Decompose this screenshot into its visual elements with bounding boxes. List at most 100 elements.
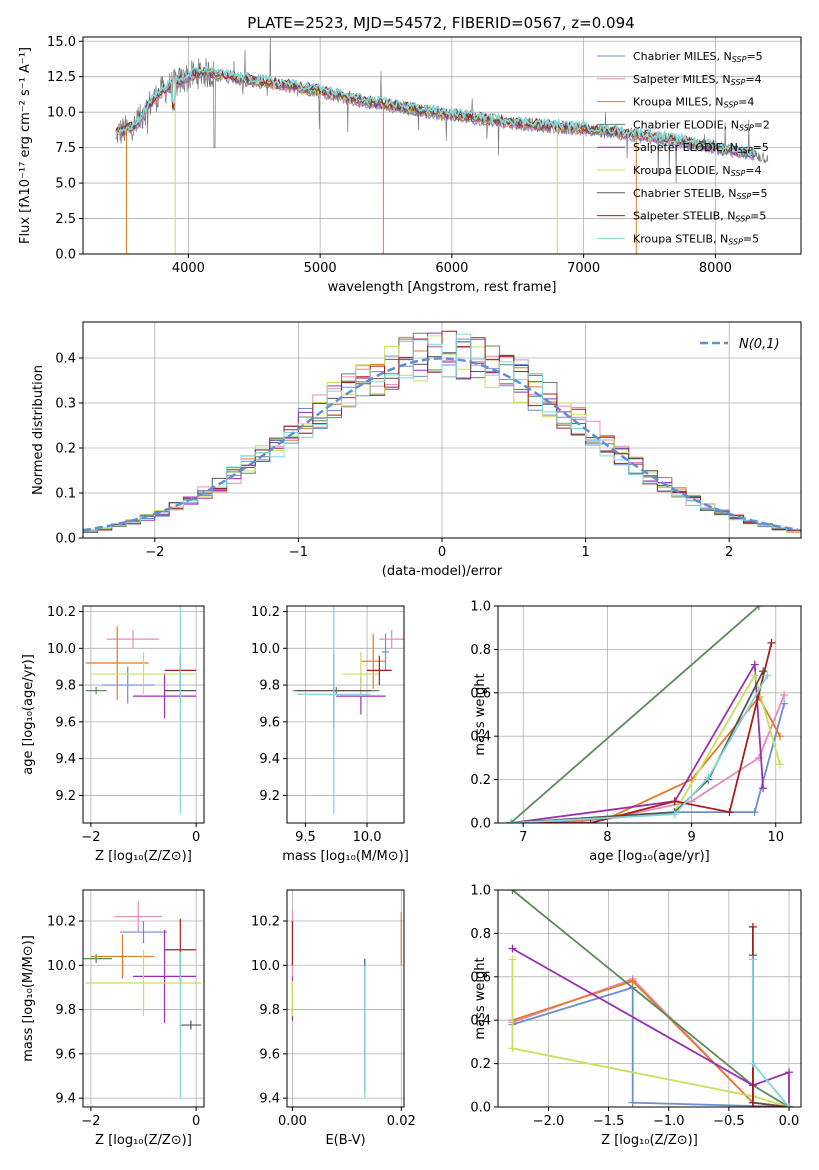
- legend-label: Kroupa MILES, NSSP=4: [633, 96, 754, 110]
- series-line: [510, 606, 760, 823]
- data-point-marker: [767, 638, 776, 647]
- spectrum-panel: 4000 5000 6000 7000 8000 0.0 2.5 5.0 7.5 10.0 12.5…: [18, 35, 802, 295]
- mass-vs-ebv-panel: 0.00 0.02 9.4 9.6 9.8 10.0 10.2 E(B-V): [251, 889, 416, 1148]
- axes-frame: [82, 605, 205, 824]
- x-tick-label: 0.02: [387, 1114, 416, 1129]
- x-tick-label: 5000: [304, 261, 337, 276]
- residual-histogram: [83, 333, 801, 532]
- mass-weight-series: [506, 671, 784, 823]
- mass-weight-series: [506, 606, 763, 823]
- y-tick-label: 2.5: [55, 212, 76, 227]
- axes-frame: [497, 605, 802, 824]
- y-tick-label: 0.0: [55, 532, 76, 547]
- y-tick-label: 9.8: [259, 1003, 280, 1018]
- legend-label: Chabrier STELIB, NSSP=5: [633, 187, 767, 201]
- x-axis-label: E(B-V): [325, 1133, 365, 1148]
- y-tick-label: 9.6: [259, 1047, 280, 1062]
- y-tick-label: 9.4: [259, 752, 280, 767]
- y-tick-label: 0.3: [55, 397, 76, 412]
- error-bar-point: [360, 633, 386, 689]
- x-axis-label: wavelength [Angstrom, rest frame]: [328, 280, 557, 295]
- residual-histogram-panel: −2 −1 0 1 2 0.0 0.1 0.2 0.3 0.4 (data-model)/error…: [31, 321, 802, 579]
- mass-weight-vs-metallicity-panel: −2.0 −1.5 −1.0 −0.5 0.0 0.0 0.2 0.4 0.6 0.8 1.0 Z […: [470, 884, 802, 1148]
- y-tick-label: 9.8: [55, 1003, 76, 1018]
- data-point-marker: [780, 690, 789, 699]
- y-tick-label: 1.0: [470, 600, 491, 615]
- x-tick-label: 7: [519, 830, 527, 845]
- x-tick-label: −2: [145, 545, 164, 560]
- x-tick-label: 7000: [567, 261, 600, 276]
- mass-vs-metallicity-panel: −2 0 9.4 9.6 9.8 10.0 10.2 Z [log₁₀(Z/Z⊙)] mass …: [21, 889, 205, 1148]
- series-line: [510, 661, 764, 823]
- data-point-marker: [748, 1103, 757, 1107]
- y-tick-label: 0.4: [470, 730, 491, 745]
- y-tick-label: 10.0: [47, 642, 76, 657]
- error-bar-point: [85, 686, 107, 695]
- x-tick-label: −0.5: [713, 1114, 745, 1129]
- y-tick-label: 0.8: [470, 643, 491, 658]
- y-tick-label: 7.5: [55, 141, 76, 156]
- x-tick-label: 10: [767, 830, 784, 845]
- x-axis-label: Z [log₁₀(Z/Z⊙)]: [601, 1133, 698, 1148]
- y-tick-label: 10.2: [251, 605, 280, 620]
- series-line: [512, 986, 790, 1107]
- error-bar-point: [179, 952, 182, 1099]
- legend-label: Kroupa STELIB, NSSP=5: [633, 232, 759, 246]
- y-tick-label: 9.8: [55, 679, 76, 694]
- y-tick-label: 0.6: [470, 686, 491, 701]
- data-point-marker: [748, 955, 757, 964]
- axes-frame: [82, 889, 205, 1108]
- plot-area: [83, 901, 202, 1099]
- y-tick-label: 10.2: [47, 915, 76, 930]
- data-point-marker: [763, 671, 772, 680]
- x-tick-label: 6000: [435, 261, 468, 276]
- x-tick-label: −2: [81, 1114, 100, 1129]
- error-bar-point: [296, 606, 371, 814]
- error-bar-point: [119, 921, 168, 944]
- x-tick-label: 10.0: [353, 830, 382, 845]
- error-bar-point: [367, 655, 392, 686]
- y-tick-label: 5.0: [55, 177, 76, 192]
- x-tick-label: 0: [192, 1114, 200, 1129]
- mass-weight-series: [508, 944, 793, 1107]
- data-point-marker: [784, 1068, 793, 1077]
- data-point-marker: [748, 922, 757, 931]
- y-tick-label: 10.2: [47, 605, 76, 620]
- error-bar-point: [85, 626, 149, 700]
- error-bar-point: [85, 949, 202, 1017]
- axes-frame: [497, 889, 802, 1108]
- y-tick-label: 10.0: [251, 959, 280, 974]
- x-tick-label: −1.0: [653, 1114, 685, 1129]
- error-bar-point: [83, 954, 112, 964]
- data-point-marker: [748, 1059, 757, 1068]
- data-point-marker: [725, 808, 734, 817]
- x-tick-label: −2: [81, 830, 100, 845]
- mass-weight-series: [506, 667, 768, 823]
- y-tick-label: 12.5: [47, 70, 76, 85]
- plot-area: [291, 909, 402, 1099]
- data-point-marker: [508, 955, 517, 964]
- error-bar-point: [132, 929, 197, 1023]
- plot-area: [85, 606, 197, 814]
- y-tick-label: 9.8: [259, 679, 280, 694]
- plot-area: [508, 890, 793, 1107]
- y-tick-label: 0.1: [55, 487, 76, 502]
- mass-weight-series: [508, 955, 793, 1107]
- series-line: [752, 959, 790, 1107]
- age-vs-metallicity-panel: −2 0 9.2 9.4 9.6 9.8 10.0 10.2 Z [log₁₀(Z/Z⊙)] ag…: [21, 605, 205, 864]
- mass-weight-series: [748, 955, 793, 1107]
- x-tick-label: 8: [603, 830, 611, 845]
- data-point-marker: [670, 797, 679, 806]
- error-bar-point: [114, 901, 162, 933]
- x-axis-label: Z [log₁₀(Z/Z⊙)]: [95, 849, 192, 864]
- y-axis-label: Normed distribution: [31, 365, 46, 495]
- mass-weight-series: [508, 974, 793, 1107]
- series-line: [752, 926, 789, 1107]
- y-tick-label: 15.0: [47, 35, 76, 50]
- y-tick-label: 9.6: [259, 715, 280, 730]
- legend-label: N(0,1): [739, 337, 780, 352]
- data-point-marker: [586, 819, 595, 823]
- error-bar-point: [379, 629, 404, 649]
- legend-label: Kroupa ELODIE, NSSP=4: [633, 164, 762, 178]
